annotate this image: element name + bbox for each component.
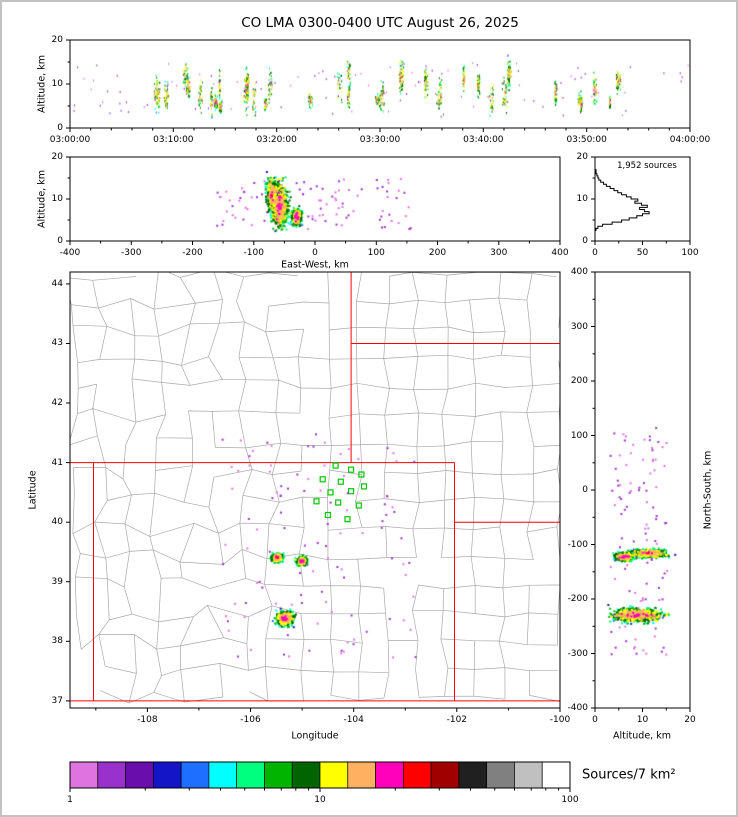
tick-label: -400 — [567, 703, 588, 713]
tick-label: 44 — [51, 278, 63, 289]
tick-label: 03:20:00 — [256, 135, 297, 145]
time-height-scatter-canvas — [70, 40, 690, 128]
tick-label: 20 — [576, 152, 588, 162]
tick-label: 0 — [582, 236, 588, 246]
tick-label: -300 — [121, 248, 142, 258]
tick-label: 20 — [51, 152, 63, 162]
tick-label: 0 — [582, 485, 588, 495]
tick-label: -102 — [446, 715, 468, 725]
colorbar-label: Sources/7 km² — [582, 767, 676, 783]
tick-label: 200 — [428, 248, 447, 258]
tick-label: 10 — [51, 79, 63, 89]
tick-label: -106 — [240, 715, 261, 725]
tick-label: 200 — [570, 376, 588, 386]
tick-label: -400 — [59, 248, 81, 258]
source-count-annotation: 1,952 sources — [617, 161, 677, 171]
tick-label: 400 — [570, 267, 588, 277]
map-ylabel: Latitude — [27, 470, 39, 510]
tick-label: 04:00:00 — [669, 135, 711, 145]
map-xlabel: Longitude — [291, 730, 339, 742]
tick-label: 100 — [367, 248, 385, 258]
tick-label: 0 — [312, 248, 318, 258]
tick-label: -108 — [137, 715, 158, 725]
tick-label: 0 — [57, 236, 63, 246]
ew-panel-xlabel: East-West, km — [281, 259, 349, 271]
tick-label: 50 — [636, 248, 649, 258]
tick-label: 20 — [684, 715, 696, 725]
tick-label: 43 — [51, 338, 63, 349]
tick-label: 10 — [636, 715, 649, 725]
time-panel-ylabel: Altitude, km — [36, 55, 48, 113]
eastwest-height-scatter-canvas — [70, 157, 560, 241]
tick-label: 40 — [51, 517, 63, 528]
tick-label: 100 — [681, 248, 699, 258]
tick-label: 0 — [592, 248, 598, 258]
tick-label: 300 — [490, 248, 508, 258]
tick-label: 03:10:00 — [153, 135, 194, 145]
tick-label: 37 — [51, 695, 63, 706]
tick-label: 0 — [57, 123, 63, 133]
ew-panel-ylabel: Altitude, km — [36, 170, 48, 228]
tick-label: 10 — [51, 194, 63, 204]
tick-label: -200 — [567, 594, 588, 604]
tick-label: -300 — [567, 648, 588, 659]
page-title: CO LMA 0300-0400 UTC August 26, 2025 — [241, 15, 519, 31]
tick-label: 100 — [561, 795, 579, 805]
tick-label: 03:00:00 — [49, 135, 91, 145]
tick-label: 10 — [576, 194, 588, 204]
tick-label: 03:40:00 — [463, 135, 504, 145]
tick-label: 0 — [592, 715, 598, 725]
tick-label: 03:30:00 — [359, 135, 401, 145]
tick-label: 1 — [67, 795, 73, 805]
tick-label: -100 — [567, 539, 588, 550]
tick-label: -100 — [243, 248, 264, 258]
tick-label: 100 — [570, 430, 588, 441]
tick-label: 20 — [51, 35, 63, 45]
ns-panel-xlabel: Altitude, km — [613, 730, 671, 742]
tick-label: 42 — [51, 398, 63, 409]
tick-label: 400 — [551, 248, 569, 258]
tick-label: -200 — [182, 248, 203, 258]
tick-label: -104 — [343, 715, 364, 725]
tick-label: 300 — [570, 321, 588, 332]
tick-label: 03:50:00 — [566, 135, 607, 145]
tick-label: 39 — [51, 576, 63, 587]
tick-label: 10 — [314, 795, 326, 805]
tick-label: 41 — [51, 457, 63, 468]
tick-label: 38 — [51, 636, 63, 647]
map-scatter-canvas — [70, 272, 560, 708]
tick-label: -100 — [549, 715, 571, 725]
ns-panel-ylabel: North-South, km — [702, 450, 714, 530]
northsouth-height-scatter-canvas — [595, 272, 690, 708]
